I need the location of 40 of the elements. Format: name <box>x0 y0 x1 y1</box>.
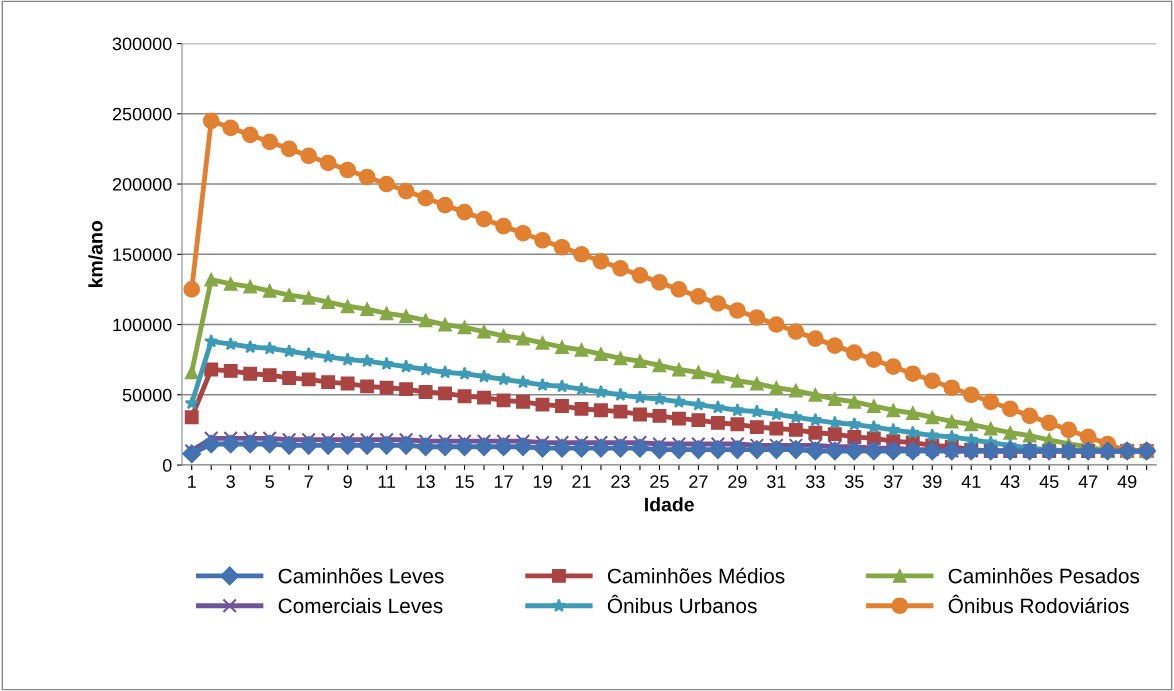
legend-label: Caminhões Pesados <box>948 568 1140 584</box>
x-tick-label: 25 <box>650 475 669 489</box>
x-tick-label: 45 <box>1039 475 1059 489</box>
x-tick-label: 33 <box>805 475 825 489</box>
x-tick-label: 19 <box>533 475 552 489</box>
x-tick-label: 31 <box>767 475 786 489</box>
y-tick-label: 50000 <box>122 388 172 402</box>
legend-label: Ônibus Urbanos <box>607 594 757 614</box>
legend-label: Ônibus Rodoviários <box>948 594 1129 614</box>
x-tick-label: 49 <box>1117 475 1137 489</box>
x-tick-label: 43 <box>1000 475 1020 489</box>
y-tick-label: 200000 <box>112 177 172 191</box>
legend-label: Caminhões Médios <box>607 567 785 584</box>
x-tick-label: 41 <box>961 475 981 488</box>
x-tick-label: 47 <box>1078 475 1098 488</box>
x-tick-label: 29 <box>728 475 747 489</box>
y-tick-label: 100000 <box>113 318 172 332</box>
x-tick-label: 35 <box>844 475 864 489</box>
x-tick-label: 37 <box>883 475 903 489</box>
y-axis-title: km/ano <box>88 221 103 287</box>
x-tick-label: 9 <box>343 475 352 489</box>
x-tick-label: 21 <box>572 475 591 488</box>
x-tick-label: 23 <box>611 475 630 489</box>
x-tick-label: 17 <box>494 475 513 488</box>
x-tick-label: 3 <box>226 475 235 489</box>
x-tick-label: 7 <box>304 475 313 488</box>
y-tick-label: 250000 <box>112 107 172 121</box>
y-tick-label: 150000 <box>113 248 172 262</box>
x-tick-label: 13 <box>416 475 435 489</box>
y-tick-label: 0 <box>162 458 172 472</box>
legend-label: Caminhões Leves <box>278 568 444 584</box>
y-tick-label: 300000 <box>112 37 172 51</box>
x-tick-label: 27 <box>689 475 708 488</box>
x-tick-label: 1 <box>188 475 196 488</box>
x-axis-title: Idade <box>645 497 694 512</box>
x-tick-label: 39 <box>922 475 942 489</box>
x-tick-label: 5 <box>265 475 274 489</box>
legend-label: Comerciais Leves <box>278 597 443 614</box>
x-tick-label: 15 <box>455 475 474 489</box>
x-tick-label: 11 <box>378 475 396 488</box>
